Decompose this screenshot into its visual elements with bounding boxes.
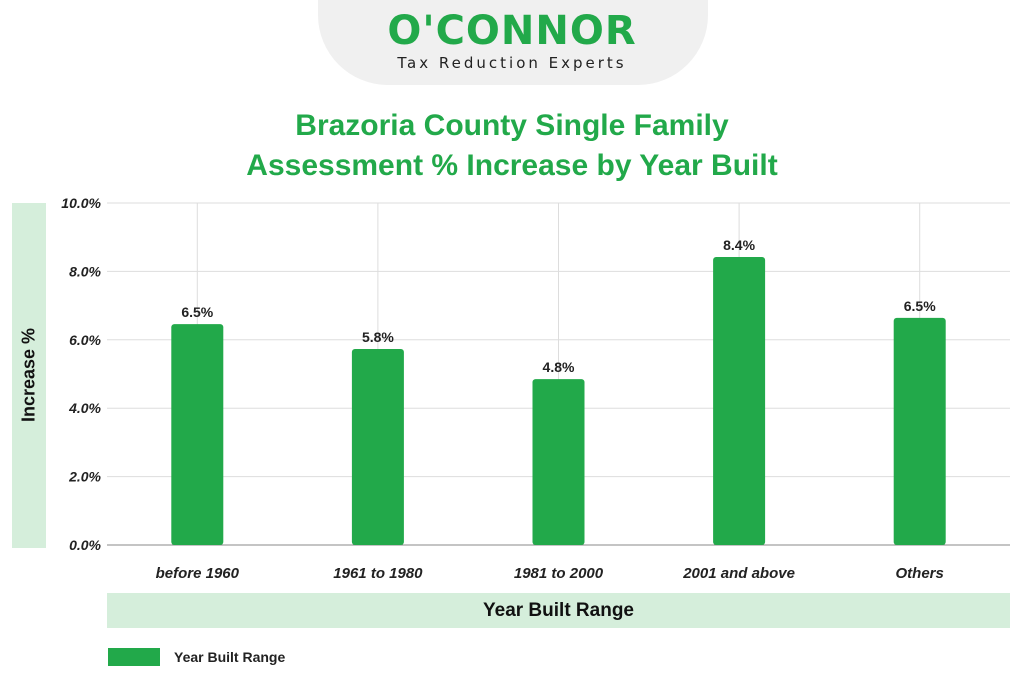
y-tick-label: 8.0% <box>69 263 101 279</box>
x-axis-label: Year Built Range <box>107 593 1010 628</box>
data-label: 8.4% <box>723 237 755 253</box>
y-tick-label: 10.0% <box>61 195 101 211</box>
x-tick-label: 2001 and above <box>682 565 795 582</box>
title-line-2: Assessment % Increase by Year Built <box>246 149 778 182</box>
x-tick-label: Others <box>896 565 944 582</box>
data-label: 5.8% <box>362 329 394 345</box>
y-axis-label-band <box>12 203 46 548</box>
logo-background <box>318 0 708 85</box>
chart-title: Brazoria County Single Family Assessment… <box>0 106 1024 186</box>
legend: Year Built Range <box>108 648 285 666</box>
bar <box>713 257 766 545</box>
legend-swatch <box>108 648 160 666</box>
bar <box>351 349 404 545</box>
x-tick-label: 1961 to 1980 <box>333 565 423 582</box>
y-tick-label: 0.0% <box>69 537 101 553</box>
y-tick-label: 4.0% <box>68 400 101 416</box>
logo-tagline: Tax Reduction Experts <box>397 54 627 72</box>
logo: O'CONNOR <box>387 8 637 54</box>
legend-label: Year Built Range <box>174 649 286 665</box>
bar <box>171 324 224 545</box>
title-line-1: Brazoria County Single Family <box>295 109 729 142</box>
data-label: 6.5% <box>181 304 213 320</box>
x-tick-label: before 1960 <box>156 565 240 582</box>
x-tick-label: 1981 to 2000 <box>514 565 604 582</box>
bar <box>532 379 585 545</box>
y-tick-label: 6.0% <box>69 332 101 348</box>
y-tick-label: 2.0% <box>68 469 101 485</box>
bar <box>893 317 946 545</box>
data-label: 4.8% <box>543 359 575 375</box>
data-label: 6.5% <box>904 298 936 314</box>
